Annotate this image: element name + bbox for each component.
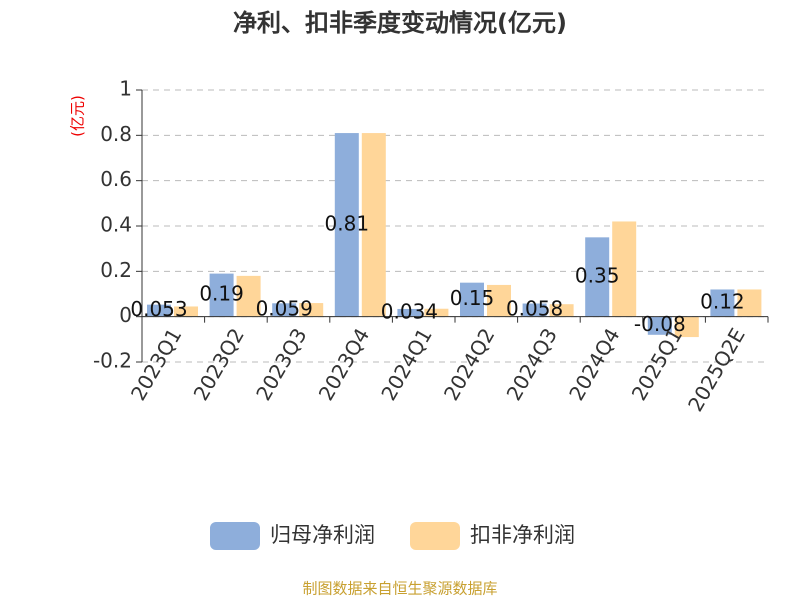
data-label: 0.058 xyxy=(506,297,563,321)
bar xyxy=(424,308,449,317)
data-label: 0.15 xyxy=(450,286,495,310)
data-label: 0.19 xyxy=(199,282,244,306)
x-tick-label: 2023Q4 xyxy=(314,324,374,405)
legend-swatch xyxy=(410,522,460,550)
legend-label: 归母净利润 xyxy=(270,523,375,547)
data-label: 0.053 xyxy=(130,297,187,321)
data-label: 0.034 xyxy=(381,299,438,323)
bar xyxy=(236,275,261,317)
data-label: 0.81 xyxy=(325,211,370,235)
bar xyxy=(612,221,637,317)
x-tick-label: 2023Q2 xyxy=(189,324,249,405)
x-tick-label: 2024Q2 xyxy=(439,324,499,405)
chart-title: 净利、扣非季度变动情况(亿元) xyxy=(233,9,567,37)
x-tick-label: 2025Q2E xyxy=(683,324,750,416)
bar xyxy=(674,316,699,338)
y-tick-label: -0.2 xyxy=(93,349,132,373)
bar xyxy=(209,273,234,317)
bar xyxy=(710,289,735,317)
bar xyxy=(397,308,422,317)
bar xyxy=(334,133,359,317)
bar xyxy=(647,316,672,335)
bar xyxy=(361,133,386,317)
y-tick-label: 0.4 xyxy=(100,213,132,237)
y-tick-label: 1 xyxy=(119,77,132,101)
x-tick-label: 2023Q1 xyxy=(126,324,186,405)
x-tick-label: 2024Q1 xyxy=(376,324,436,405)
data-label: 0.35 xyxy=(575,264,620,288)
bar xyxy=(174,306,198,317)
bar xyxy=(487,284,511,317)
legend-label: 扣非净利润 xyxy=(470,523,575,547)
x-tick-label: 2024Q4 xyxy=(564,324,624,405)
y-tick-label: 0.8 xyxy=(100,122,132,146)
data-label: 0.059 xyxy=(256,296,313,320)
bar xyxy=(522,303,547,317)
bar xyxy=(737,289,762,317)
y-tick-label: 0.6 xyxy=(100,167,132,191)
x-tick-label: 2024Q3 xyxy=(502,324,562,405)
data-label: 0.12 xyxy=(700,290,745,314)
y-tick-label: 0 xyxy=(119,303,132,327)
bar xyxy=(272,303,297,317)
bar xyxy=(585,237,610,317)
bar xyxy=(147,304,171,317)
source-note: 制图数据来自恒生聚源数据库 xyxy=(302,580,497,598)
data-label: -0.08 xyxy=(634,312,686,336)
bar xyxy=(299,303,324,317)
y-axis-label: (亿元) xyxy=(69,95,87,137)
y-tick-label: 0.2 xyxy=(100,258,132,282)
bar xyxy=(549,304,574,317)
legend-swatch xyxy=(210,522,260,550)
bar xyxy=(460,282,484,317)
x-tick-label: 2023Q3 xyxy=(251,324,311,405)
